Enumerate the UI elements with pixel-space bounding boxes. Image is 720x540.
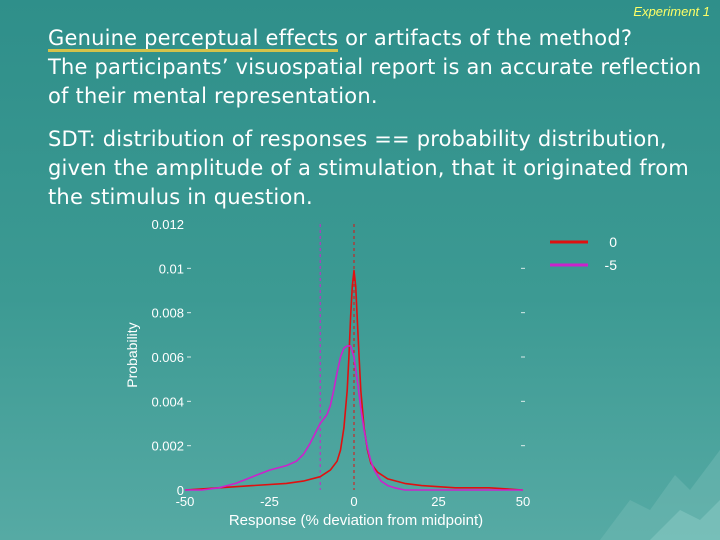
series-line-1 xyxy=(185,345,523,491)
legend-label-1: -5 xyxy=(605,257,618,273)
y-tick-label: 0.004 xyxy=(151,394,184,409)
y-tick-label: 0.01 xyxy=(159,261,184,276)
y-tick-label: 0.008 xyxy=(151,306,184,321)
slide-heading-block: Genuine perceptual effects or artifacts … xyxy=(48,24,713,111)
series-line-0 xyxy=(184,269,524,491)
paragraph-sdt-block: SDT: distribution of responses == probab… xyxy=(48,125,713,212)
x-tick-label: -25 xyxy=(260,494,279,509)
paragraph-accuracy: The participants’ visuospatial report is… xyxy=(48,55,702,108)
paragraph-sdt: SDT: distribution of responses == probab… xyxy=(48,127,689,209)
x-axis-label: Response (% deviation from midpoint) xyxy=(229,512,483,529)
heading-rest: or artifacts of the method? xyxy=(338,26,633,50)
x-tick-label: 25 xyxy=(431,494,445,509)
slide-tag: Experiment 1 xyxy=(633,4,710,19)
y-tick-label: 0.006 xyxy=(151,350,184,365)
y-tick-label: 0.002 xyxy=(151,439,184,454)
legend-label-0: 0 xyxy=(609,234,617,250)
y-tick-label: 0.012 xyxy=(151,217,184,232)
y-tick-label: 0 xyxy=(177,483,184,498)
heading-highlight: Genuine perceptual effects xyxy=(48,26,339,50)
slide-heading: Genuine perceptual effects or artifacts … xyxy=(48,24,713,53)
x-tick-label: -50 xyxy=(176,494,195,509)
x-tick-label: 0 xyxy=(350,494,357,509)
y-axis-label: Probability xyxy=(124,322,140,387)
x-tick-label: 50 xyxy=(516,494,530,509)
